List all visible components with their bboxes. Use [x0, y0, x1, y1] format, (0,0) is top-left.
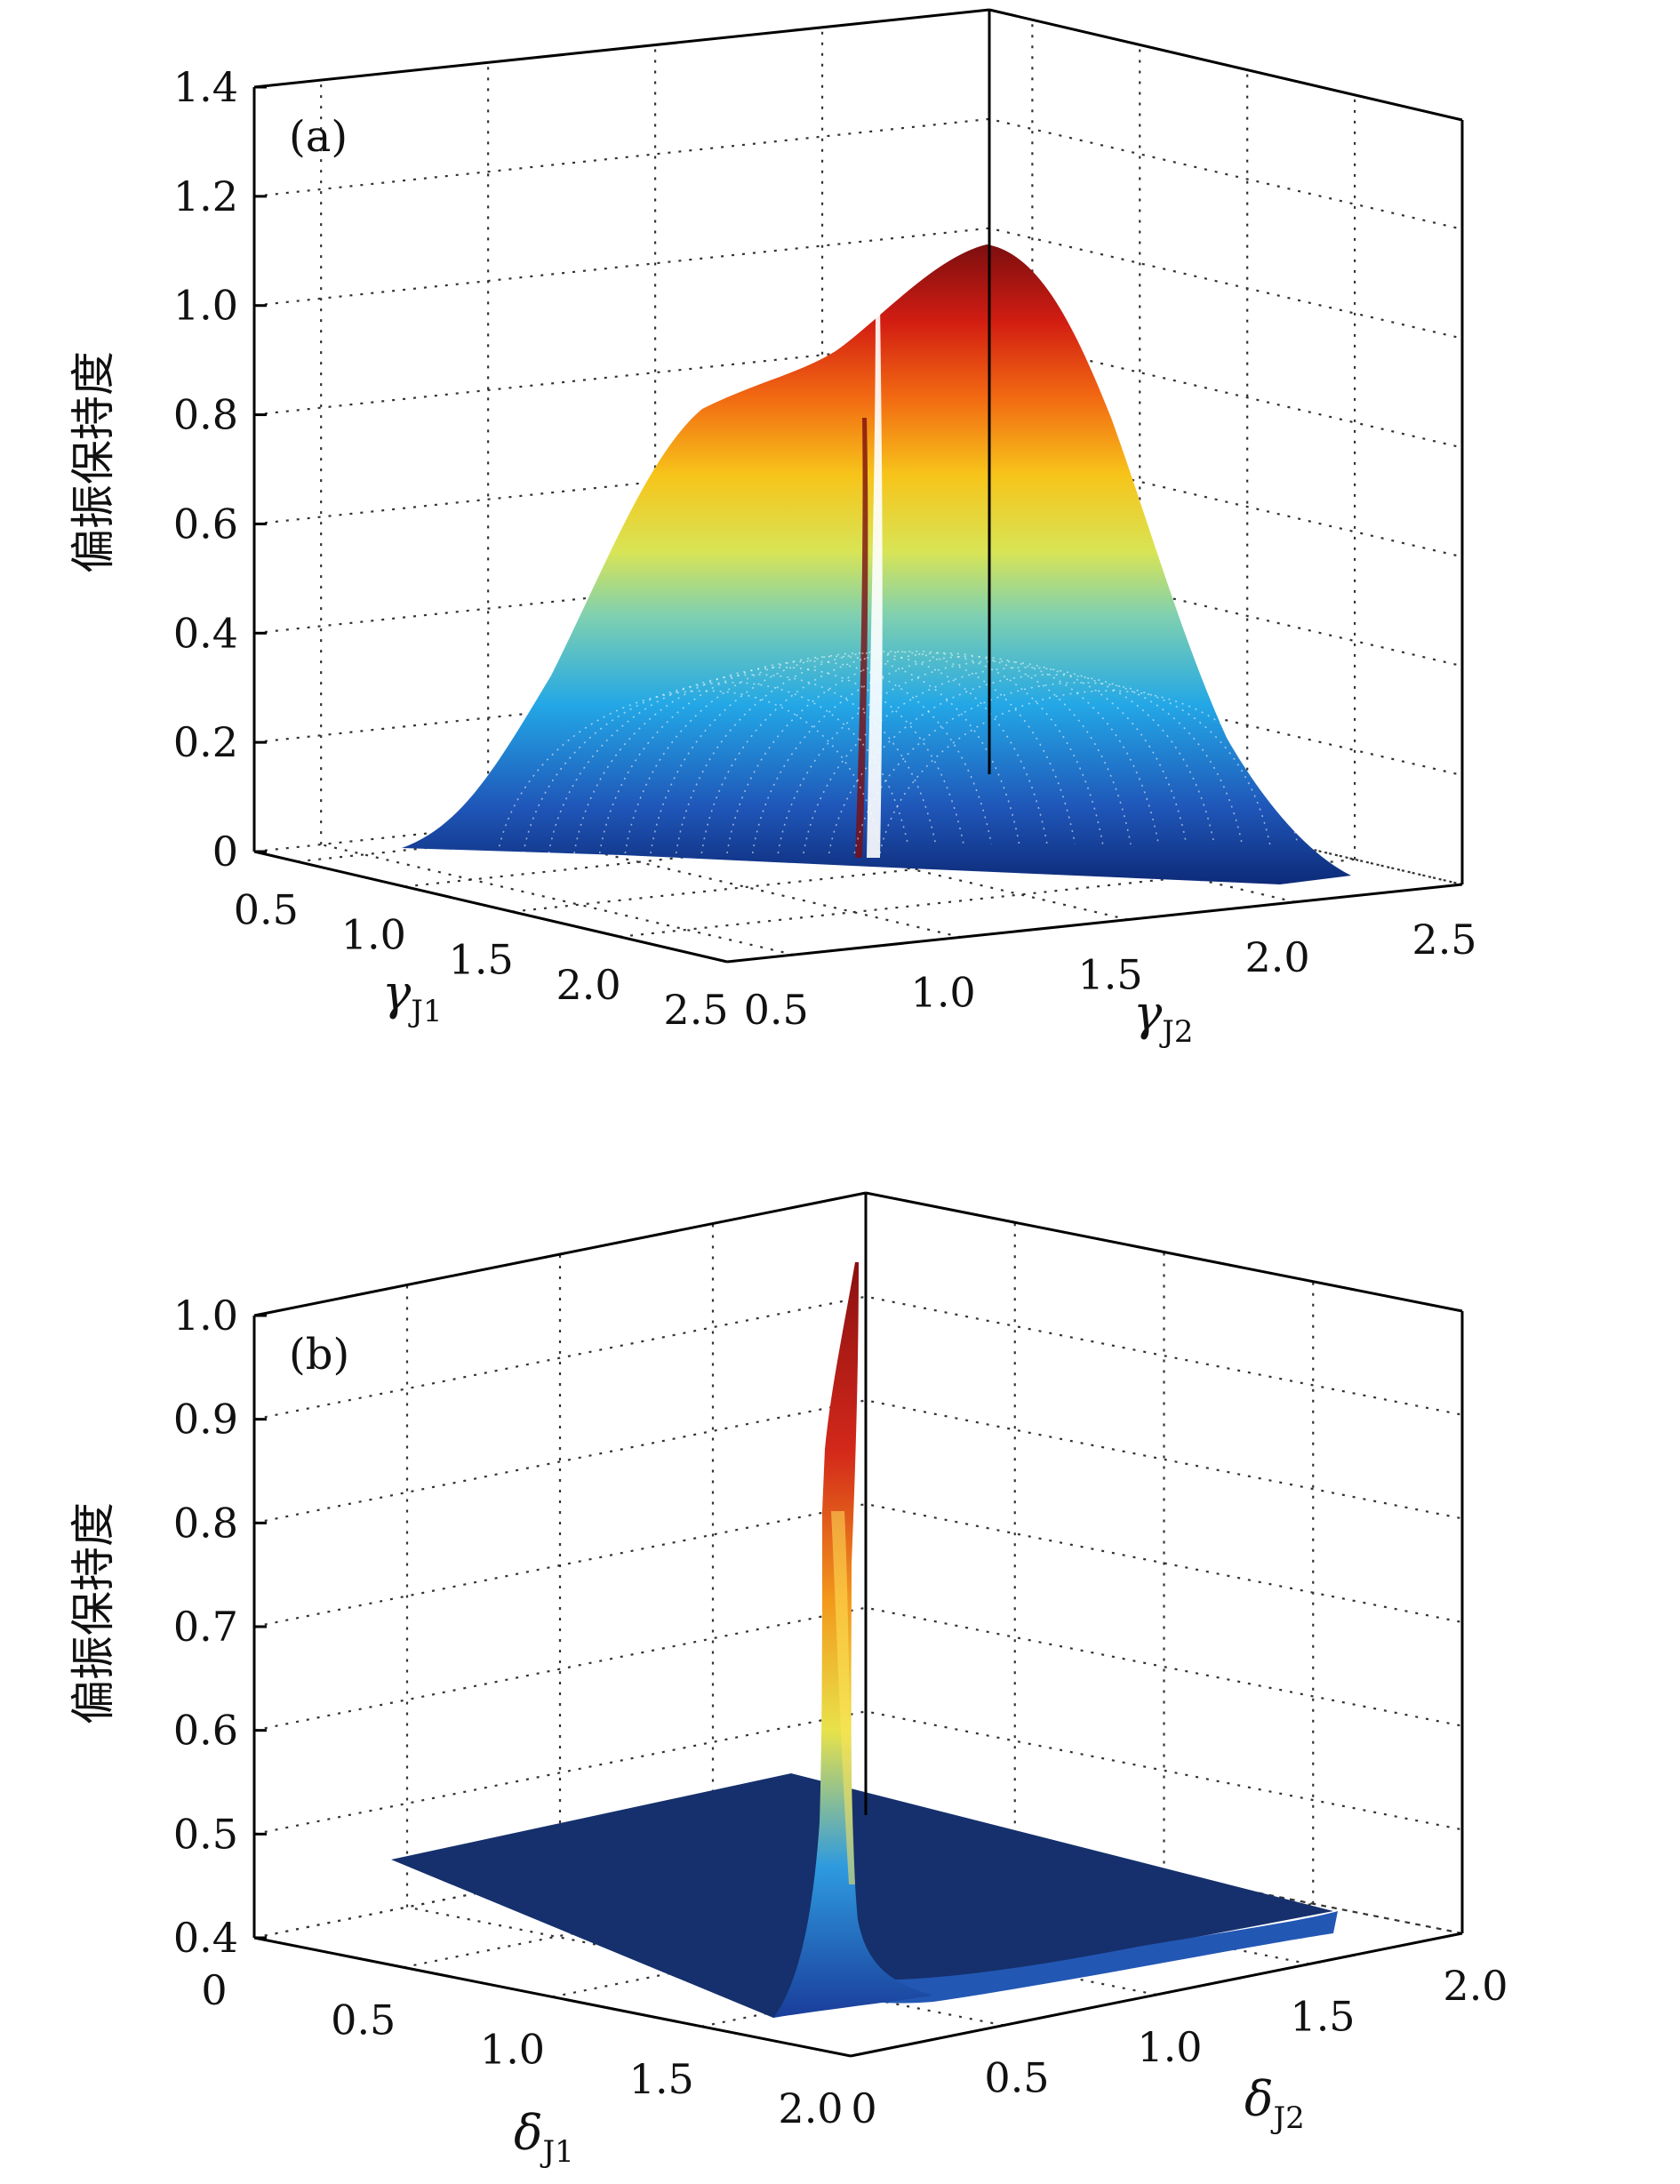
- y-tick-label: 1.0: [1137, 2023, 1202, 2071]
- panel-a-valley: [867, 302, 883, 858]
- gridline-z: [253, 1502, 1463, 1628]
- x-tick-label: 2.0: [556, 961, 621, 1009]
- x-tick-label: 0.5: [331, 1996, 396, 2044]
- y-tick-label: 1.5: [1078, 951, 1143, 999]
- x-tick-label: 1.0: [341, 910, 406, 958]
- x-tick-label: 0.5: [234, 885, 299, 933]
- panel-b-floor: [391, 1773, 1333, 2018]
- z-tick-label: 0.8: [173, 1499, 238, 1547]
- z-tick-label: 0.4: [173, 1914, 238, 1962]
- panel-a-z-ticks: 0 0.2 0.4 0.6 0.8 1.0 1.2 1.4: [173, 63, 267, 876]
- gridline-z: [253, 1399, 1463, 1524]
- z-tick-label: 0.8: [173, 391, 238, 439]
- panel-a-label: (a): [289, 112, 348, 162]
- gridline-z: [253, 8, 1463, 122]
- surface-mesh-line: [828, 674, 1244, 854]
- panel-a-ylabel: γJ2: [1133, 985, 1194, 1050]
- panel-a-zlabel: 偏振保持度: [68, 351, 119, 573]
- axis-frame-line: [726, 883, 1463, 964]
- surface-mesh-line: [700, 651, 1104, 854]
- gridline-z: [253, 664, 1463, 777]
- surface-mesh-line: [726, 652, 1132, 854]
- panel-a-mesh: [497, 651, 1299, 854]
- surface-mesh-line: [675, 651, 1076, 854]
- gridline-z: [253, 1606, 1463, 1732]
- z-tick-label: 1.0: [173, 282, 238, 330]
- panel-a-xlabel: γJ1: [382, 964, 443, 1029]
- panel-a-x-ticks: 2.5 2.0 1.5 1.0 0.5: [234, 885, 729, 1034]
- panel-b-frame: [252, 1191, 1464, 2058]
- x-tick-label: 0: [201, 1966, 227, 2014]
- panel-b-ylabel: δJ2: [1244, 2071, 1305, 2136]
- axis-frame-line: [253, 850, 728, 964]
- y-tick-label: 2.0: [1443, 1962, 1508, 2010]
- panel-a-valley-edge: [855, 418, 868, 858]
- gridline-z: [253, 336, 1463, 449]
- panel-b-label: (b): [289, 1330, 349, 1380]
- panel-a: (a) 偏振保持度 0 0.2 0.4 0.6 0.8 1.0 1.2 1.4 2.5 2.0 1…: [68, 8, 1477, 1050]
- gridline-z: [253, 227, 1463, 340]
- panel-b-curl: [800, 1911, 1338, 2004]
- z-tick-label: 1.0: [173, 1292, 238, 1340]
- axis-frame-line: [865, 1191, 1463, 1313]
- surface-mesh-line: [522, 682, 909, 854]
- gridline-z: [253, 117, 1463, 230]
- surface-mesh-line: [751, 655, 1160, 854]
- z-tick-label: 0.4: [173, 609, 238, 657]
- z-tick-label: 0.2: [173, 718, 238, 766]
- gridline-z: [253, 445, 1463, 558]
- axis-frame-line: [253, 1191, 867, 1317]
- z-tick-label: 0.6: [173, 1707, 238, 1755]
- surface-mesh-line: [624, 655, 1020, 854]
- z-tick-label: 0.7: [173, 1603, 238, 1651]
- x-tick-label: 2.5: [663, 986, 728, 1034]
- z-tick-label: 0.5: [173, 1810, 238, 1858]
- z-tick-label: 1.2: [173, 172, 238, 220]
- panel-a-y-ticks: 0.5 1.0 1.5 2.0 2.5: [744, 916, 1477, 1034]
- panel-b-x-ticks: 2.0 1.5 1.0 0.5 0: [201, 1966, 843, 2132]
- z-tick-label: 0.6: [173, 500, 238, 548]
- axis-frame-line: [988, 8, 1463, 122]
- x-tick-label: 2.0: [778, 2084, 843, 2132]
- x-tick-label: 1.5: [629, 2055, 694, 2103]
- z-tick-label: 0.9: [173, 1396, 238, 1444]
- surface-mesh-line: [803, 667, 1215, 854]
- axis-frame-line: [850, 1932, 1463, 2058]
- panel-b-y-ticks: 0 0.5 1.0 1.5 2.0: [851, 1962, 1508, 2132]
- y-tick-label: 2.0: [1244, 933, 1309, 981]
- axis-frame-line: [253, 8, 990, 89]
- axis-frame-line: [253, 1936, 852, 2058]
- y-tick-label: 0.5: [984, 2054, 1049, 2102]
- y-tick-label: 0.5: [744, 986, 809, 1034]
- gridline-z: [253, 555, 1463, 668]
- panel-b: (b) 偏振保持度 0.4 0.5 0.6 0.7 0.8 0.9 1.0 2.0 1.5 1.…: [68, 1191, 1508, 2170]
- x-tick-label: 1.5: [449, 936, 514, 984]
- y-tick-label: 0: [851, 2084, 876, 2132]
- y-tick-label: 1.5: [1290, 1993, 1355, 2041]
- z-tick-label: 0: [212, 828, 238, 876]
- panel-b-zlabel: 偏振保持度: [68, 1502, 119, 1724]
- y-tick-label: 1.0: [911, 968, 976, 1016]
- x-tick-label: 1.0: [480, 2026, 545, 2074]
- panel-b-peak-light: [831, 1511, 855, 1884]
- y-tick-label: 2.5: [1412, 916, 1476, 964]
- panel-b-xlabel: δJ1: [514, 2105, 574, 2170]
- z-tick-label: 1.4: [173, 63, 238, 111]
- panel-a-frame: [252, 8, 1464, 964]
- panel-b-z-ticks: 0.4 0.5 0.6 0.7 0.8 0.9 1.0: [173, 1292, 267, 1962]
